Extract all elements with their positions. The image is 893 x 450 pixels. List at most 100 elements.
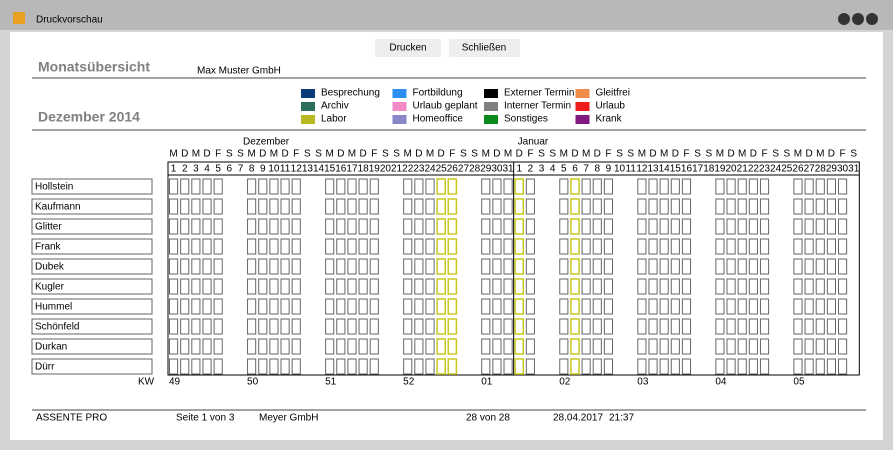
day-number: 28 [815, 164, 827, 175]
day-cell [838, 258, 848, 275]
day-number: 7 [238, 164, 244, 175]
day-cell [269, 238, 279, 255]
day-number: 31 [848, 164, 860, 175]
legend-label: Interner Termin [504, 101, 571, 112]
day-number: 23 [413, 164, 425, 175]
day-number: 25 [436, 164, 448, 175]
weekday-label: D [415, 149, 422, 160]
day-cell [481, 178, 491, 195]
legend-label: Urlaub [596, 101, 626, 112]
day-cell [403, 338, 413, 355]
day-cell [481, 258, 491, 275]
day-cell [436, 298, 447, 315]
day-cell [369, 338, 379, 355]
day-number: 14 [659, 164, 671, 175]
minimize-button[interactable] [838, 13, 850, 25]
day-cell [403, 258, 413, 275]
day-cell [291, 338, 301, 355]
day-cell [748, 298, 758, 315]
day-cell [492, 358, 502, 375]
day-cell [581, 178, 591, 195]
button-label[interactable]: Schließen [462, 43, 506, 54]
day-cell [804, 358, 814, 375]
day-cell [681, 238, 692, 255]
day-cell [414, 278, 424, 295]
day-cell [291, 178, 301, 195]
close-preview-button[interactable] [449, 39, 520, 57]
weekday-label: S [471, 149, 478, 160]
day-cell [525, 218, 535, 235]
day-cell [213, 178, 223, 195]
day-cell [648, 298, 658, 315]
day-cell [325, 238, 335, 255]
day-cell [715, 358, 725, 375]
day-cell [202, 258, 212, 275]
name-box [31, 298, 153, 315]
day-cell [369, 218, 379, 235]
day-cell [804, 198, 814, 215]
day-cell [804, 178, 814, 195]
person-name: Dürr [35, 362, 55, 373]
print-button[interactable] [375, 39, 441, 57]
day-cell [403, 298, 413, 315]
day-cell [759, 278, 770, 295]
weekday-label: F [840, 149, 846, 160]
day-cell [514, 218, 525, 235]
close-button[interactable] [866, 13, 878, 25]
day-cell [291, 238, 301, 255]
day-cell [681, 358, 692, 375]
legend-label: Labor [321, 114, 347, 125]
weekday-label: D [438, 149, 445, 160]
day-cell [570, 298, 580, 315]
weekday-label: M [426, 149, 434, 160]
legend-label: Homeoffice [413, 114, 464, 125]
day-cell [670, 198, 680, 215]
day-cell [603, 358, 613, 375]
person-name: Kaufmann [35, 202, 81, 213]
day-cell [202, 338, 212, 355]
day-cell [202, 358, 212, 375]
day-cell [280, 358, 290, 375]
day-cell [258, 218, 268, 235]
day-cell [291, 258, 301, 275]
day-cell [180, 258, 190, 275]
day-number: 8 [249, 164, 255, 175]
day-cell [525, 298, 535, 315]
day-cell [503, 238, 513, 255]
day-cell [269, 318, 279, 335]
day-number: 26 [447, 164, 459, 175]
day-cell [191, 278, 201, 295]
day-cell [748, 358, 758, 375]
day-cell [481, 238, 491, 255]
button-label[interactable]: Drucken [389, 43, 426, 54]
name-box [31, 278, 153, 295]
day-cell [681, 258, 692, 275]
day-cell [414, 178, 424, 195]
day-cell [358, 258, 368, 275]
day-cell [269, 338, 279, 355]
day-cell [659, 198, 669, 215]
day-cell [369, 198, 379, 215]
day-cell [180, 198, 190, 215]
day-cell [637, 318, 647, 335]
day-cell [180, 218, 190, 235]
day-cell [247, 298, 257, 315]
legend-swatch [301, 102, 315, 111]
day-number: 20 [380, 164, 392, 175]
legend-swatch [392, 89, 407, 98]
name-box [31, 338, 153, 355]
day-cell [447, 298, 458, 315]
day-cell [202, 218, 212, 235]
day-cell [436, 218, 447, 235]
maximize-button[interactable] [852, 13, 864, 25]
day-cell [793, 358, 803, 375]
weekday-label: D [337, 149, 344, 160]
day-cell [358, 278, 368, 295]
day-cell [503, 358, 513, 375]
report-title: Monatsübersicht [38, 59, 150, 75]
weekday-label: D [806, 149, 813, 160]
day-cell [425, 238, 435, 255]
day-cell [180, 178, 190, 195]
day-cell [403, 238, 413, 255]
